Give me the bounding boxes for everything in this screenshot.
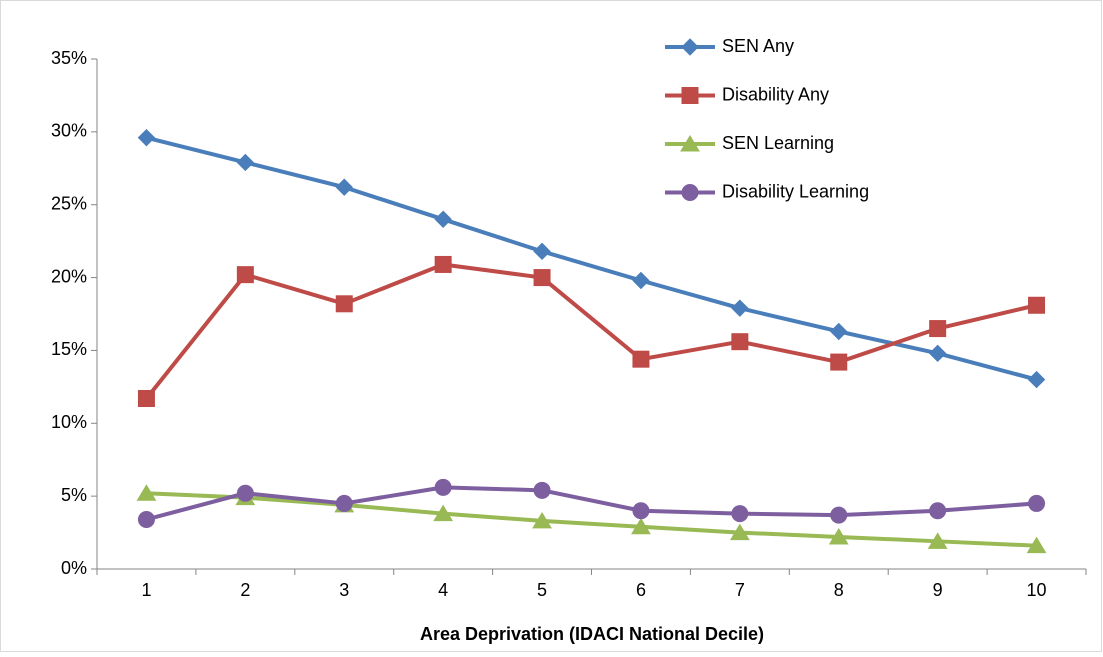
- legend-marker: [681, 38, 699, 56]
- x-tick-label: 9: [933, 580, 943, 600]
- marker: [532, 511, 552, 529]
- marker: [236, 266, 254, 284]
- marker: [236, 153, 255, 172]
- marker: [137, 390, 155, 408]
- legend-label: SEN Learning: [722, 133, 834, 153]
- x-tick-label: 2: [240, 580, 250, 600]
- series-line: [146, 491, 1037, 548]
- marker: [731, 299, 749, 317]
- marker: [1026, 536, 1047, 554]
- legend-label: Disability Learning: [722, 181, 869, 201]
- marker: [136, 484, 157, 501]
- x-tick-label: 8: [834, 580, 844, 600]
- x-tick-label: 3: [339, 580, 349, 600]
- series-line: [145, 135, 1038, 382]
- marker: [729, 523, 750, 541]
- y-tick-label: 0%: [61, 558, 87, 578]
- y-tick-label: 25%: [51, 193, 87, 213]
- marker: [830, 353, 848, 371]
- marker: [137, 128, 156, 147]
- marker: [632, 271, 650, 290]
- marker: [632, 502, 650, 520]
- marker: [830, 506, 848, 524]
- marker: [828, 527, 849, 545]
- legend-marker: [681, 184, 699, 201]
- x-tick-label: 1: [141, 580, 151, 600]
- y-tick-label: 20%: [51, 266, 87, 286]
- marker: [929, 320, 947, 338]
- x-tick-label: 10: [1027, 580, 1047, 600]
- marker: [434, 210, 452, 228]
- marker: [928, 344, 947, 363]
- y-tick-label: 15%: [51, 339, 87, 359]
- marker: [434, 478, 452, 496]
- legend-marker: [681, 87, 699, 104]
- marker: [1028, 494, 1046, 512]
- marker: [533, 269, 551, 287]
- legend-label: Disability Any: [722, 84, 829, 104]
- series-line: [144, 262, 1038, 400]
- marker: [1028, 296, 1046, 314]
- marker: [632, 350, 650, 368]
- marker: [731, 505, 749, 523]
- marker: [927, 532, 948, 549]
- marker: [731, 333, 749, 351]
- y-tick-label: 10%: [51, 412, 87, 432]
- marker: [533, 242, 551, 261]
- marker: [335, 295, 353, 313]
- x-tick-label: 5: [537, 580, 547, 600]
- marker: [335, 178, 353, 196]
- x-tick-label: 6: [636, 580, 646, 600]
- marker: [830, 322, 848, 341]
- y-tick-label: 5%: [61, 485, 87, 505]
- legend-marker: [680, 135, 700, 152]
- x-tick-label: 7: [735, 580, 745, 600]
- legend-label: SEN Any: [722, 36, 794, 56]
- marker: [929, 502, 947, 520]
- y-tick-label: 30%: [51, 121, 87, 141]
- marker: [631, 517, 651, 535]
- marker: [335, 494, 353, 512]
- marker: [433, 504, 454, 522]
- marker: [236, 484, 254, 502]
- marker: [137, 510, 155, 528]
- x-tick-label: 4: [438, 580, 448, 600]
- marker: [1027, 370, 1046, 389]
- series-line: [145, 485, 1037, 522]
- y-tick-label: 35%: [51, 48, 87, 68]
- marker: [533, 481, 551, 499]
- x-axis-label: Area Deprivation (IDACI National Decile): [420, 624, 764, 644]
- marker: [434, 255, 452, 273]
